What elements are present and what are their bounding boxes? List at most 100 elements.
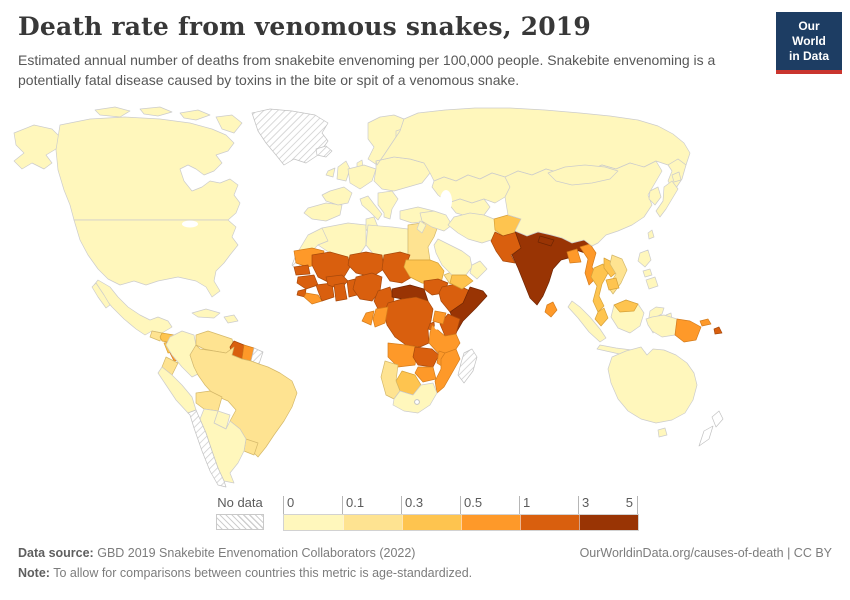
country-greenland[interactable] (251, 108, 329, 166)
country-guinea[interactable] (296, 274, 319, 290)
country-korea[interactable] (648, 186, 662, 206)
country-canada[interactable] (55, 116, 241, 221)
data-source-label: Data source: (18, 546, 94, 560)
legend-tick-label: 3 (582, 495, 590, 510)
owid-logo-line1: Our World (792, 19, 826, 48)
country-guatemala[interactable] (149, 330, 163, 342)
country-sumatra[interactable] (567, 300, 607, 343)
country-new-britain[interactable] (699, 318, 712, 327)
legend-bin-0.5-1[interactable] (461, 515, 520, 530)
country-sri-lanka[interactable] (544, 301, 558, 318)
legend-bin-3-5[interactable] (579, 515, 638, 530)
country-arctic-islands-2[interactable] (139, 106, 173, 117)
country-hokkaido[interactable] (671, 171, 682, 183)
owid-logo-line2: in Data (788, 49, 829, 63)
country-cambodia[interactable] (605, 277, 620, 291)
chart-footer: Data source: GBD 2019 Snakebite Envenoma… (18, 546, 832, 580)
owid-citation-link[interactable]: OurWorldinData.org/causes-of-death | CC … (579, 546, 832, 560)
country-iberia[interactable] (303, 202, 343, 222)
country-png[interactable] (674, 318, 702, 343)
legend-tick-label: 5 (625, 495, 633, 510)
legend-bin-0.3-0.5[interactable] (402, 515, 461, 530)
country-malaysia-peninsula[interactable] (594, 307, 609, 327)
country-mozambique[interactable] (434, 348, 461, 394)
country-liberia[interactable] (303, 292, 323, 305)
country-arctic-islands-3[interactable] (179, 109, 211, 121)
country-gabon[interactable] (361, 310, 375, 326)
country-oman[interactable] (469, 260, 488, 280)
country-south-africa[interactable] (392, 382, 438, 414)
legend-tick-mark (342, 496, 343, 514)
country-uzbek-turkmen[interactable] (447, 198, 491, 218)
country-uganda[interactable] (432, 310, 447, 325)
legend-no-data[interactable]: No data (216, 495, 264, 530)
country-ireland[interactable] (325, 167, 336, 178)
country-france[interactable] (321, 186, 353, 206)
country-cuba[interactable] (191, 308, 221, 319)
country-nepal[interactable] (537, 235, 555, 247)
legend-tick-label: 1 (523, 495, 531, 510)
data-source-value: GBD 2019 Snakebite Envenomation Collabor… (97, 546, 416, 560)
legend-tick-mark (578, 496, 579, 514)
legend-no-data-swatch[interactable] (216, 514, 264, 530)
country-bangladesh[interactable] (566, 248, 582, 264)
country-philippines-luzon[interactable] (637, 249, 652, 268)
legend-tick-mark (401, 496, 402, 514)
legend-bin-0.1-0.3[interactable] (343, 515, 402, 530)
legend-color-bar (283, 514, 639, 531)
country-arctic-islands-1[interactable] (94, 106, 131, 118)
legend-tick-mark (519, 496, 520, 514)
country-arctic-islands-4[interactable] (215, 114, 243, 134)
country-ghana[interactable] (333, 282, 348, 302)
legend-tick-label: 0 (287, 495, 295, 510)
world-map-svg (13, 106, 724, 488)
country-philippines-mindanao[interactable] (645, 276, 659, 290)
country-balkans[interactable] (377, 190, 399, 220)
country-yemen[interactable] (449, 274, 474, 290)
country-taiwan[interactable] (647, 229, 655, 240)
legend-tick-mark (460, 496, 461, 514)
country-japan[interactable] (655, 180, 679, 218)
country-iceland[interactable] (315, 145, 333, 158)
country-chile[interactable] (187, 409, 227, 488)
country-usa[interactable] (73, 219, 239, 298)
country-niger[interactable] (347, 251, 385, 278)
country-iraq-syria[interactable] (419, 210, 453, 232)
country-alaska[interactable] (13, 124, 61, 170)
country-borneo-malaysia[interactable] (613, 299, 639, 313)
country-solomon[interactable] (713, 326, 723, 335)
legend-tick-label: 0.5 (464, 495, 483, 510)
country-mongolia[interactable] (547, 164, 619, 186)
owid-logo[interactable]: Our World in Data (776, 12, 842, 74)
legend-tick-mark (637, 496, 638, 514)
country-zimbabwe[interactable] (414, 366, 437, 383)
country-tasmania[interactable] (657, 427, 668, 438)
country-madagascar[interactable] (457, 348, 478, 384)
legend-ticks: 0 0.1 0.3 0.5 1 3 5 (283, 495, 643, 514)
country-nz-south[interactable] (698, 425, 714, 447)
world-choropleth-map (0, 105, 850, 490)
country-australia[interactable] (607, 346, 698, 424)
legend-tick-label: 0.1 (346, 495, 365, 510)
country-congo[interactable] (372, 306, 389, 328)
chart-subtitle: Estimated annual number of deaths from s… (18, 52, 716, 89)
country-central-europe[interactable] (347, 164, 377, 190)
legend-scale: 0 0.1 0.3 0.5 1 3 5 (283, 495, 643, 531)
country-philippines-visayas[interactable] (642, 268, 653, 278)
legend-bin-0-0.1[interactable] (284, 515, 343, 530)
note-text: Note: To allow for comparisons between c… (18, 566, 832, 580)
legend-bin-1-3[interactable] (520, 515, 579, 530)
country-west-papua[interactable] (645, 314, 678, 338)
country-hispaniola[interactable] (223, 314, 239, 324)
country-italy[interactable] (359, 195, 383, 221)
country-brazil[interactable] (189, 344, 298, 458)
country-baja[interactable] (91, 282, 111, 309)
country-uk[interactable] (336, 160, 351, 182)
country-drc[interactable] (383, 296, 434, 348)
country-senegal[interactable] (293, 264, 311, 276)
country-angola[interactable] (387, 342, 419, 368)
country-thailand[interactable] (590, 263, 609, 313)
country-jordan-israel[interactable] (416, 220, 427, 234)
country-nz-north[interactable] (711, 410, 724, 428)
